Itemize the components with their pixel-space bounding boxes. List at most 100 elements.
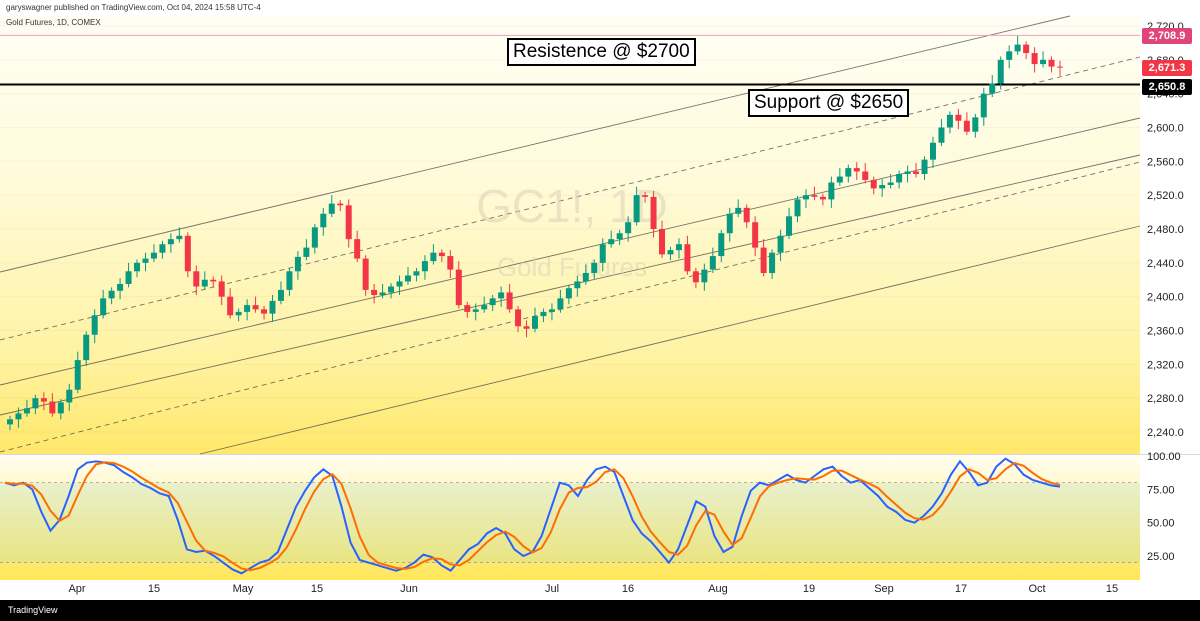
candlesticks	[7, 36, 1063, 431]
candle-body	[896, 174, 903, 183]
candle-body	[523, 326, 530, 329]
candle-body	[887, 182, 894, 186]
candle-body	[836, 176, 843, 183]
candle-body	[929, 142, 936, 160]
candle-body	[244, 305, 251, 312]
candle-body	[269, 300, 276, 314]
candle-body	[388, 286, 395, 293]
price-tick-label: 2,600.0	[1147, 123, 1184, 135]
candle-body	[354, 239, 361, 259]
candle-body	[650, 196, 657, 229]
stochastic-pane	[0, 457, 1140, 575]
candle-body	[904, 171, 911, 175]
date-tick-label: 19	[803, 583, 815, 595]
candle-body	[718, 233, 725, 257]
candle-body	[134, 262, 141, 272]
candle-body	[184, 235, 191, 272]
candle-body	[286, 271, 293, 290]
date-tick-label: 15	[1106, 583, 1118, 595]
candle-body	[210, 279, 217, 282]
price-axis-bg	[1140, 16, 1200, 580]
candle-body	[379, 292, 386, 295]
candle-body	[506, 292, 513, 310]
candle-body	[692, 271, 699, 283]
candle-body	[879, 185, 886, 189]
candle-body	[811, 195, 818, 197]
price-tick-label: 2,240.0	[1147, 427, 1184, 439]
date-tick-label: Aug	[708, 583, 728, 595]
candle-body	[963, 120, 970, 132]
candle-body	[828, 182, 835, 200]
stoch-d-line	[4, 461, 1061, 572]
candle-body	[972, 117, 979, 132]
candle-body	[921, 159, 928, 175]
candle-body	[396, 281, 403, 287]
candle-body	[760, 247, 767, 273]
candle-body	[515, 309, 522, 327]
candle-body	[1006, 51, 1013, 60]
candle-body	[498, 292, 505, 299]
price-tick-label: 2,320.0	[1147, 359, 1184, 371]
candle-body	[989, 83, 996, 94]
candle-body	[328, 203, 335, 214]
candle-body	[1014, 44, 1021, 52]
candle-body	[599, 244, 606, 263]
candle-body	[421, 261, 428, 272]
tradingview-logo[interactable]: TradingView	[8, 605, 58, 615]
candle-body	[870, 179, 877, 189]
candle-body	[235, 311, 242, 316]
last-price-tag: 2,671.3	[1142, 60, 1192, 76]
candle-body	[777, 235, 784, 253]
candle-body	[938, 127, 945, 143]
support-annotation[interactable]: Support @ $2650	[748, 89, 910, 117]
date-tick-label: Oct	[1028, 583, 1045, 595]
candle-body	[540, 311, 547, 317]
resistance-annotation[interactable]: Resistence @ $2700	[507, 38, 696, 66]
date-tick-label: Sep	[874, 583, 894, 595]
candle-body	[40, 398, 47, 402]
candle-body	[159, 244, 166, 253]
candle-body	[57, 402, 64, 414]
candle-body	[193, 271, 200, 287]
candle-body	[23, 408, 30, 414]
candle-body	[726, 213, 733, 234]
date-tick-label: 15	[311, 583, 323, 595]
publisher-line: garyswagner published on TradingView.com…	[6, 3, 261, 12]
candle-body	[167, 239, 174, 245]
candle-body	[1023, 44, 1030, 54]
candle-body	[769, 252, 776, 273]
candle-body	[701, 269, 708, 283]
stoch-axis: 100.00 75.00 50.00 25.00	[1147, 451, 1181, 563]
candle-body	[752, 222, 759, 248]
candle-body	[91, 315, 98, 335]
candle-body	[684, 244, 691, 272]
candle-body	[642, 195, 649, 197]
watermark: GC1!, 1D Gold Futures	[476, 180, 668, 282]
candle-body	[1057, 66, 1063, 68]
candle-body	[74, 360, 81, 390]
candle-body	[591, 262, 598, 273]
date-tick-label: May	[233, 583, 254, 595]
candle-body	[337, 203, 344, 206]
candle-body	[802, 195, 809, 200]
candle-body	[413, 271, 420, 276]
candle-body	[7, 419, 13, 425]
candle-body	[743, 207, 750, 223]
candle-body	[201, 279, 208, 287]
candle-body	[574, 281, 581, 289]
horizontal-levels	[0, 34, 1140, 86]
channel-line	[0, 154, 1141, 416]
candle-body	[404, 275, 411, 282]
date-tick-label: 17	[955, 583, 967, 595]
candle-body	[125, 271, 132, 284]
candle-body	[819, 196, 826, 200]
symbol-line: Gold Futures, 1D, COMEX	[6, 18, 101, 27]
candle-body	[142, 258, 149, 263]
stoch-tick-label: 100.00	[1147, 451, 1181, 463]
date-tick-label: Jun	[400, 583, 418, 595]
candle-body	[1048, 59, 1055, 67]
channel-line	[199, 225, 1141, 455]
candle-body	[66, 389, 73, 403]
